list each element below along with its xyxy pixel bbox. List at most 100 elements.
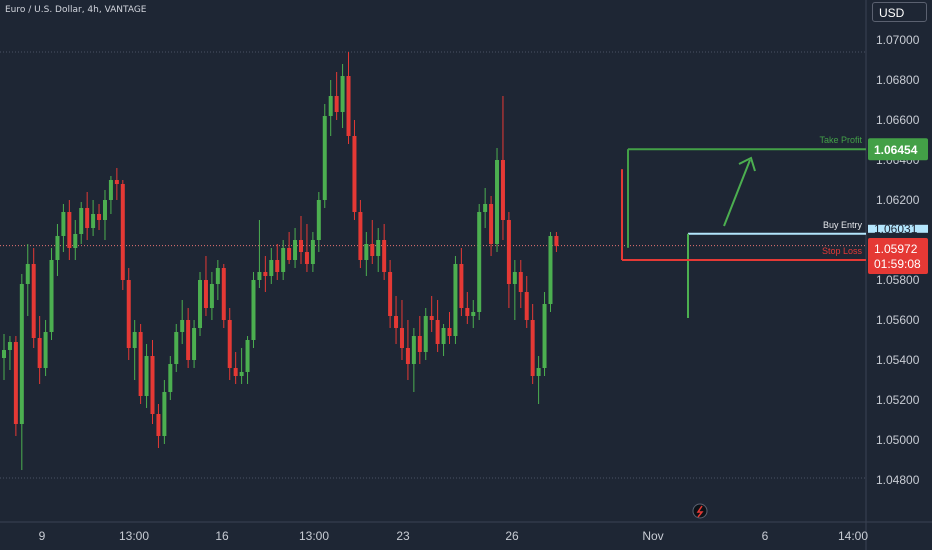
target-arrow-shaft (723, 159, 751, 227)
candle-body (304, 252, 309, 264)
candle-body (477, 212, 482, 312)
candle-body (102, 200, 107, 220)
candle-body (31, 264, 36, 338)
y-tick-label: 1.06200 (876, 193, 920, 207)
buy-entry-label: Buy Entry (823, 220, 863, 230)
candle-body (251, 280, 256, 340)
current-price-label: 1.05972 (874, 242, 918, 256)
candle-body (382, 240, 387, 272)
candle-body (459, 264, 464, 308)
candle-body (7, 342, 12, 350)
currency-button[interactable]: USD (872, 2, 927, 22)
y-tick-label: 1.05400 (876, 353, 920, 367)
x-tick-label: 13:00 (299, 529, 329, 543)
candle-body (209, 284, 214, 308)
candle-body (156, 414, 161, 436)
candle-body (483, 204, 488, 212)
candle-body (114, 180, 119, 184)
event-marker-icon (692, 503, 708, 519)
candle-body (447, 328, 452, 336)
candle-body (132, 332, 137, 348)
x-tick-label: 26 (505, 529, 519, 543)
y-tick-label: 1.05800 (876, 273, 920, 287)
x-tick-label: 16 (215, 529, 229, 543)
candle-body (441, 328, 446, 344)
candle-body (275, 260, 280, 272)
x-tick-label: 14:00 (838, 529, 868, 543)
candle-body (465, 308, 470, 316)
candle-body (186, 320, 191, 360)
target-arrow-head (738, 156, 756, 172)
candle-body (126, 280, 131, 348)
candle-body (61, 212, 66, 236)
chart-title: Euro / U.S. Dollar, 4h, VANTAGE (5, 5, 147, 15)
candle-body (79, 208, 84, 234)
y-tick-label: 1.05200 (876, 393, 920, 407)
candle-body (417, 336, 422, 352)
candle-body (346, 76, 351, 136)
y-tick-label: 1.05600 (876, 313, 920, 327)
candle-body (2, 350, 6, 358)
candle-body (287, 248, 292, 260)
candle-body (495, 160, 500, 244)
candle-body (85, 208, 90, 228)
candle-body (239, 372, 244, 376)
candle-body (168, 364, 173, 392)
candle-body (43, 332, 48, 368)
candle-body (233, 368, 238, 376)
candle-body (25, 264, 30, 284)
candle-body (192, 328, 197, 360)
candle-body (299, 240, 303, 252)
candle-body (293, 240, 298, 260)
candle-body (500, 160, 505, 220)
y-tick-label: 1.05000 (876, 433, 920, 447)
candle-body (227, 320, 232, 368)
candle-body (388, 272, 393, 316)
candle-body (524, 292, 529, 320)
candle-body (453, 264, 458, 336)
candle-body (108, 180, 113, 200)
countdown-label: 01:59:08 (874, 257, 921, 271)
x-tick-label: 23 (396, 529, 410, 543)
candle-body (548, 236, 553, 304)
x-tick-label: 6 (762, 529, 769, 543)
x-tick-label: 9 (39, 529, 46, 543)
candle-body (138, 332, 143, 396)
candle-body (506, 220, 511, 284)
candle-body (435, 320, 440, 344)
candle-body (554, 236, 559, 246)
candle-body (310, 240, 315, 264)
x-tick-label: 13:00 (119, 529, 149, 543)
candle-body (245, 340, 250, 372)
candle-body (352, 136, 357, 212)
candle-body (370, 244, 375, 256)
candle-body (73, 234, 78, 248)
candle-body (180, 320, 185, 332)
candle-body (405, 348, 410, 364)
candle-body (144, 356, 149, 396)
candle-body (174, 332, 179, 364)
y-tick-label: 1.06600 (876, 113, 920, 127)
candle-body (429, 316, 434, 320)
x-tick-label: Nov (642, 529, 663, 543)
y-tick-label: 1.04800 (876, 473, 920, 487)
candle-body (257, 272, 262, 280)
take-profit-price-label: 1.06454 (874, 143, 918, 157)
candle-body (512, 272, 517, 284)
candle-body (150, 356, 155, 414)
buy-entry-price-badge (868, 224, 928, 233)
candle-body (322, 116, 327, 200)
candle-body (203, 280, 208, 308)
stop-loss-label: Stop Loss (822, 246, 863, 256)
candle-body (471, 312, 476, 316)
candle-body (120, 184, 125, 280)
candle-body (542, 304, 547, 368)
candle-body (162, 392, 167, 436)
candle-body (364, 244, 369, 260)
candle-body (198, 280, 203, 328)
candle-body (518, 272, 523, 292)
candle-body (334, 96, 339, 112)
y-tick-label: 1.06800 (876, 73, 920, 87)
y-tick-label: 1.07000 (876, 33, 920, 47)
